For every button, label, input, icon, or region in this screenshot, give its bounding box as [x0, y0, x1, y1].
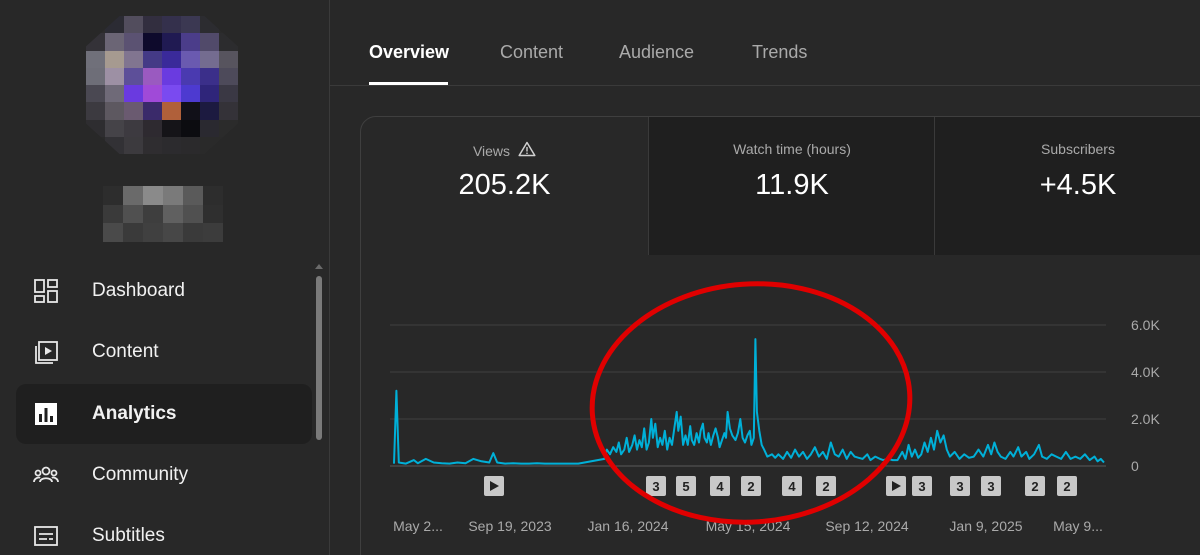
x-tick-label: Sep 12, 2024	[825, 518, 909, 534]
count-marker-label: 3	[956, 479, 963, 494]
count-marker	[782, 476, 802, 496]
x-tick-label: May 9...	[1053, 518, 1103, 534]
metric-value: 205.2K	[458, 169, 551, 201]
y-tick-label: 6.0K	[1131, 317, 1160, 333]
sidebar-item-analytics[interactable]: Analytics	[16, 384, 312, 444]
community-icon	[32, 461, 60, 489]
count-marker	[676, 476, 696, 496]
sidebar-item-label: Analytics	[92, 403, 177, 424]
count-marker-label: 3	[652, 479, 659, 494]
sidebar-scrollbar[interactable]	[315, 264, 323, 555]
analytics-icon	[32, 400, 60, 428]
count-marker	[981, 476, 1001, 496]
tab-content[interactable]: Content	[500, 42, 564, 62]
sidebar-item-label: Subtitles	[92, 525, 165, 546]
metric-value: +4.5K	[1039, 169, 1117, 201]
tab-overview[interactable]: Overview	[369, 42, 450, 62]
count-marker-label: 3	[918, 479, 925, 494]
x-tick-label: Jan 16, 2024	[588, 518, 669, 534]
metric-label: Watch time (hours)	[733, 141, 851, 157]
active-tab-indicator	[369, 82, 448, 85]
scroll-up-arrow-icon[interactable]	[315, 264, 323, 269]
tab-trends[interactable]: Trends	[752, 42, 808, 62]
analytics-tabs: Overview Content Audience Trends	[330, 0, 1200, 86]
red-annotation-circle	[589, 281, 913, 525]
count-marker	[1057, 476, 1077, 496]
count-marker-label: 2	[1063, 479, 1070, 494]
sidebar-item-content[interactable]: Content	[16, 322, 312, 382]
sidebar: Dashboard Content Analytics Community Su…	[0, 0, 330, 555]
count-marker	[912, 476, 932, 496]
subtitles-icon	[32, 522, 60, 550]
sidebar-item-label: Dashboard	[92, 280, 185, 301]
metric-label: Subscribers	[1041, 141, 1115, 157]
sidebar-item-label: Community	[92, 464, 189, 485]
metric-value: 11.9K	[755, 169, 829, 201]
avatar[interactable]	[86, 16, 238, 154]
metric-views[interactable]: Views 205.2K	[361, 117, 648, 255]
sidebar-item-community[interactable]: Community	[16, 445, 312, 505]
scroll-thumb[interactable]	[316, 276, 322, 440]
count-marker-label: 2	[1031, 479, 1038, 494]
x-tick-label: May 2...	[393, 518, 443, 534]
metric-label: Views	[472, 142, 511, 159]
warning-icon[interactable]	[518, 141, 536, 160]
count-marker-label: 4	[716, 479, 724, 494]
count-marker	[1025, 476, 1045, 496]
y-tick-label: 4.0K	[1131, 364, 1160, 380]
count-marker	[741, 476, 761, 496]
sidebar-item-label: Content	[92, 341, 159, 362]
count-marker-label: 2	[747, 479, 754, 494]
y-tick-label: 0	[1131, 458, 1139, 474]
count-marker-label: 4	[788, 479, 796, 494]
play-icon	[490, 481, 499, 491]
metric-watch-time[interactable]: Watch time (hours) 11.9K	[648, 117, 935, 255]
play-icon	[892, 481, 901, 491]
content-icon	[32, 338, 60, 366]
count-marker	[816, 476, 836, 496]
count-marker	[710, 476, 730, 496]
count-marker	[646, 476, 666, 496]
channel-name-blurred	[103, 186, 223, 242]
tab-audience[interactable]: Audience	[619, 42, 695, 62]
metric-subscribers[interactable]: Subscribers +4.5K	[934, 117, 1200, 255]
count-marker-label: 2	[822, 479, 829, 494]
count-marker-label: 5	[682, 479, 689, 494]
x-tick-label: Sep 19, 2023	[468, 518, 552, 534]
y-tick-label: 2.0K	[1131, 411, 1160, 427]
count-marker	[950, 476, 970, 496]
sidebar-item-subtitles[interactable]: Subtitles	[16, 506, 312, 555]
sidebar-item-dashboard[interactable]: Dashboard	[16, 261, 312, 321]
dashboard-icon	[32, 277, 60, 305]
count-marker-label: 3	[987, 479, 994, 494]
views-series-line	[393, 338, 1105, 465]
x-tick-label: Jan 9, 2025	[949, 518, 1022, 534]
